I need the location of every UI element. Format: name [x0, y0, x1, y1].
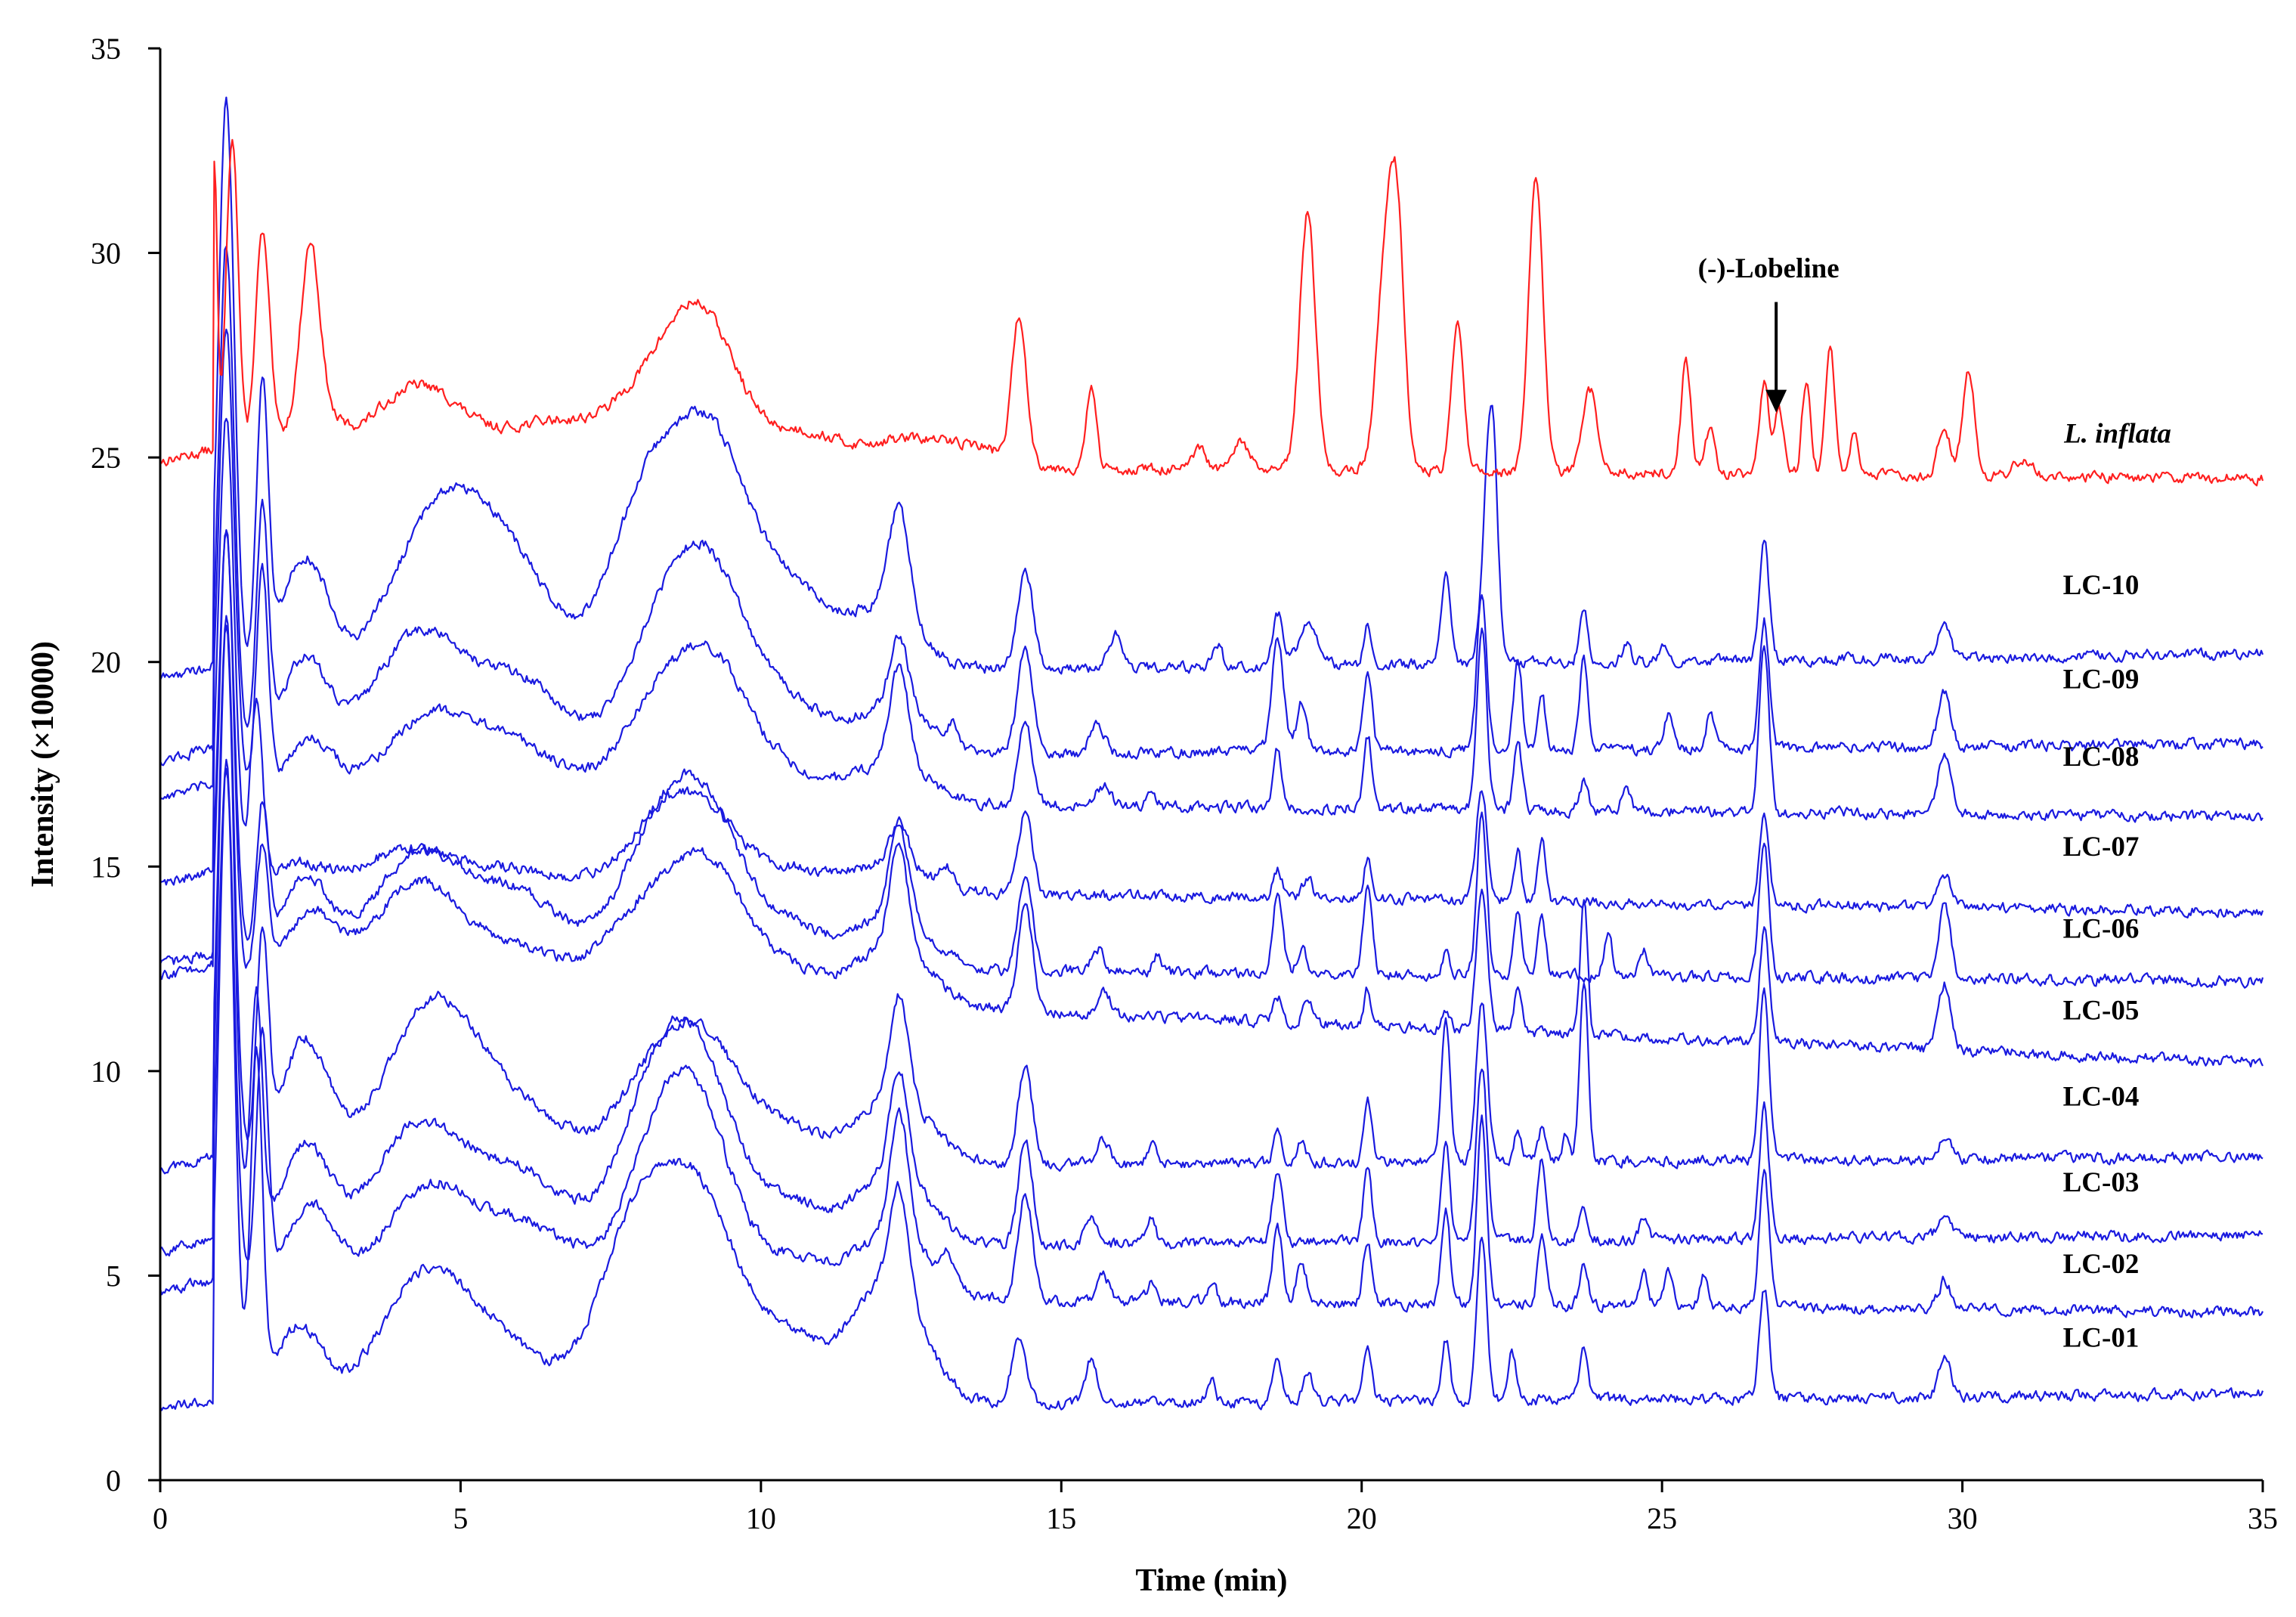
series-label: LC-07 [2063, 832, 2140, 863]
x-ticks: 0 5 10 15 20 25 30 35 [153, 1480, 2278, 1535]
x-tick-label: 5 [453, 1501, 468, 1535]
x-tick-label: 10 [746, 1501, 776, 1535]
y-tick-label: 10 [91, 1055, 121, 1089]
x-tick-label: 15 [1046, 1501, 1076, 1535]
x-axis-title: Time (min) [1135, 1563, 1287, 1598]
x-tick-label: 25 [1647, 1501, 1677, 1535]
series-labels: LC-01 LC-02 LC-03 LC-04 LC-05 LC-06 LC-07 LC-08… [2063, 419, 2171, 1354]
x-tick-label: 20 [1347, 1501, 1377, 1535]
annotation-text: (-)-Lobeline [1698, 253, 1840, 284]
series-line-lc-02 [159, 758, 2264, 1319]
series-label: LC-06 [2063, 913, 2140, 944]
lobeline-annotation: (-)-Lobeline [1698, 253, 1840, 413]
series-label: LC-08 [2063, 742, 2140, 773]
y-tick-label: 35 [91, 32, 121, 66]
y-axis-title: Intensity (×10000) [26, 641, 60, 887]
y-tick-label: 5 [106, 1259, 121, 1293]
axes-layer: 0 5 10 15 20 25 30 35 0 5 10 15 20 25 30 35 [91, 32, 2278, 1535]
series-label: LC-04 [2063, 1081, 2140, 1112]
series-label: LC-10 [2063, 570, 2140, 601]
y-tick-label: 25 [91, 441, 121, 475]
y-tick-label: 0 [106, 1464, 121, 1498]
series-line-lc-09 [159, 246, 2264, 767]
x-tick-label: 0 [153, 1501, 168, 1535]
traces-layer [159, 96, 2264, 1411]
series-line-lc-04 [159, 615, 2264, 1175]
series-label: L. inflata [2063, 419, 2171, 450]
x-tick-label: 35 [2248, 1501, 2278, 1535]
series-line-lc-05 [159, 531, 2264, 1068]
series-label: LC-01 [2063, 1323, 2140, 1354]
y-tick-label: 20 [91, 646, 121, 680]
series-line-lc-03 [159, 624, 2263, 1257]
y-tick-label: 15 [91, 850, 121, 884]
series-line-l-inflata [159, 138, 2264, 487]
series-line-lc-08 [159, 328, 2264, 823]
series-label: LC-09 [2063, 664, 2140, 695]
series-line-lc-07 [159, 417, 2264, 919]
y-ticks: 0 5 10 15 20 25 30 35 [91, 32, 160, 1498]
series-line-lc-06 [159, 528, 2264, 989]
series-label: LC-05 [2063, 996, 2140, 1027]
annotation-arrow-head [1765, 389, 1787, 413]
series-line-lc-01 [159, 767, 2264, 1411]
x-tick-label: 30 [1948, 1501, 1978, 1535]
y-tick-label: 30 [91, 237, 121, 271]
series-label: LC-03 [2063, 1167, 2140, 1198]
series-label: LC-02 [2063, 1249, 2140, 1280]
series-line-lc-10 [159, 96, 2264, 681]
